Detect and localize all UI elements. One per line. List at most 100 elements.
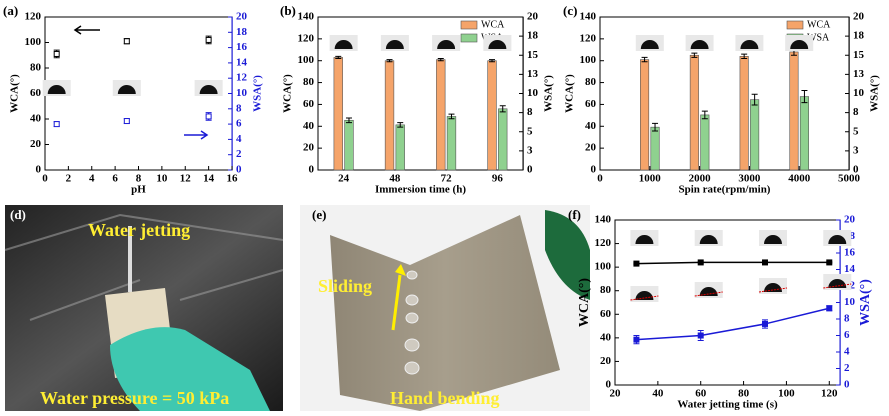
y-tick-label: 120	[298, 32, 315, 44]
arrow	[391, 274, 402, 331]
y-tick-label: 40	[600, 331, 612, 343]
droplet	[117, 85, 136, 94]
error-bar	[701, 110, 708, 120]
photo-text: Water jetting	[88, 220, 190, 240]
y2-tick-label: 0	[527, 164, 533, 176]
marker	[53, 50, 60, 57]
marker	[826, 259, 833, 266]
y2-tick-label: 14	[844, 263, 856, 275]
right-axis	[231, 17, 233, 170]
y-axis-label: WCA(°)	[564, 74, 576, 113]
x-tick-label: 16	[227, 173, 239, 185]
y2-tick-label: 2	[236, 148, 242, 160]
x-axis-label: Spin rate(rpm/min)	[679, 184, 771, 196]
y2-tick-label: 12	[236, 72, 248, 84]
y-tick-label: 60	[585, 98, 597, 110]
y2-tick-label: 10	[527, 87, 539, 99]
bar	[446, 116, 457, 171]
x-tick-label: 120	[821, 388, 838, 400]
y-tick-label: 140	[298, 11, 315, 23]
x-tick-label: 4	[89, 173, 95, 185]
y-tick-label: 40	[303, 120, 315, 132]
droplet	[699, 235, 718, 244]
bar	[739, 56, 749, 171]
legend-label: WCA	[807, 19, 831, 30]
x-tick-label: 24	[338, 173, 350, 185]
x-axis-label: Water jetting time (s)	[677, 399, 778, 411]
y2-tick-label: 5	[527, 125, 533, 137]
x-tick-label: 60	[695, 388, 707, 400]
x-tick-label: 14	[203, 173, 215, 185]
y2-tick-label: 20	[527, 11, 539, 23]
y-tick-label: 0	[606, 379, 612, 391]
x-tick-label: 48	[389, 173, 401, 185]
x-tick-label: 5000	[838, 173, 861, 185]
droplet	[199, 85, 218, 94]
y2-axis-label: WSA(°)	[543, 75, 555, 112]
right-axis	[522, 17, 524, 170]
y-tick-label: 140	[595, 214, 612, 226]
x-tick-label: 4000	[788, 173, 811, 185]
bar	[333, 57, 343, 171]
droplet	[635, 235, 654, 244]
y-tick-label: 140	[580, 11, 597, 23]
legend-swatch	[786, 20, 804, 30]
right-axis	[848, 17, 850, 170]
y-tick-label: 60	[303, 98, 315, 110]
bar	[750, 99, 760, 171]
line	[636, 261, 830, 265]
panel-label: (d)	[10, 207, 26, 222]
y2-tick-label: 20	[853, 11, 865, 23]
droplet	[488, 40, 507, 49]
arrow-head	[395, 264, 406, 276]
x-tick-label: 1000	[639, 173, 662, 185]
droplet	[740, 40, 759, 49]
baseline	[758, 287, 788, 293]
y2-tick-label: 3	[527, 144, 533, 156]
photo-text: Sliding	[318, 276, 372, 296]
legend-swatch	[460, 20, 478, 30]
y-tick-label: 40	[30, 113, 42, 125]
photo-e: (e) Sliding Hand bending	[300, 205, 590, 411]
x-tick-label: 80	[738, 388, 750, 400]
chart-panel: 0 20 40 60 80 100 120 0 2 4 6 8 10 12 14 16 18 20 0 2 4 6 8 10 1…	[3, 3, 264, 196]
x-tick-label: 96	[492, 173, 504, 185]
y2-tick-label: 8	[236, 102, 242, 114]
x-tick-label: 2000	[689, 173, 712, 185]
y-tick-label: 120	[25, 11, 42, 23]
y2-tick-label: 8	[853, 106, 859, 118]
y-tick-label: 120	[595, 237, 612, 249]
droplets	[404, 270, 420, 375]
bar	[344, 119, 354, 171]
droplet	[640, 40, 659, 49]
x-tick-label: 6	[112, 173, 118, 185]
photo-d: (d) Water jetting Water pressure = 50 kP…	[4, 205, 284, 411]
x-tick-label: 72	[441, 173, 453, 185]
y2-tick-label: 15	[527, 49, 539, 61]
baseline	[694, 291, 723, 297]
droplet	[334, 40, 353, 49]
reflections	[4, 213, 284, 321]
y-tick-label: 100	[580, 54, 597, 66]
error-bar	[437, 58, 444, 62]
y2-tick-label: 20	[236, 11, 248, 23]
y-axis-label: WCA(°)	[282, 74, 294, 113]
y2-tick-label: 10	[844, 296, 856, 308]
x-tick-label: 8	[136, 173, 142, 185]
error-bar	[691, 52, 698, 58]
y2-axis-label: WSA(°)	[252, 75, 264, 112]
legend-label: WSA	[807, 32, 830, 43]
photo-text: Water pressure = 50 kPa	[40, 388, 229, 408]
y2-tick-label: 0	[236, 164, 242, 176]
error-bar	[345, 117, 352, 124]
bar	[700, 114, 710, 171]
marker	[205, 113, 212, 120]
droplet	[790, 40, 809, 49]
error-bar	[386, 59, 393, 63]
y-tick-label: 100	[25, 36, 42, 48]
y-tick-label: 60	[600, 308, 612, 320]
x-tick-label: 20	[610, 388, 622, 400]
droplet	[764, 235, 782, 244]
y-axis-label: WCA(°)	[9, 74, 21, 113]
